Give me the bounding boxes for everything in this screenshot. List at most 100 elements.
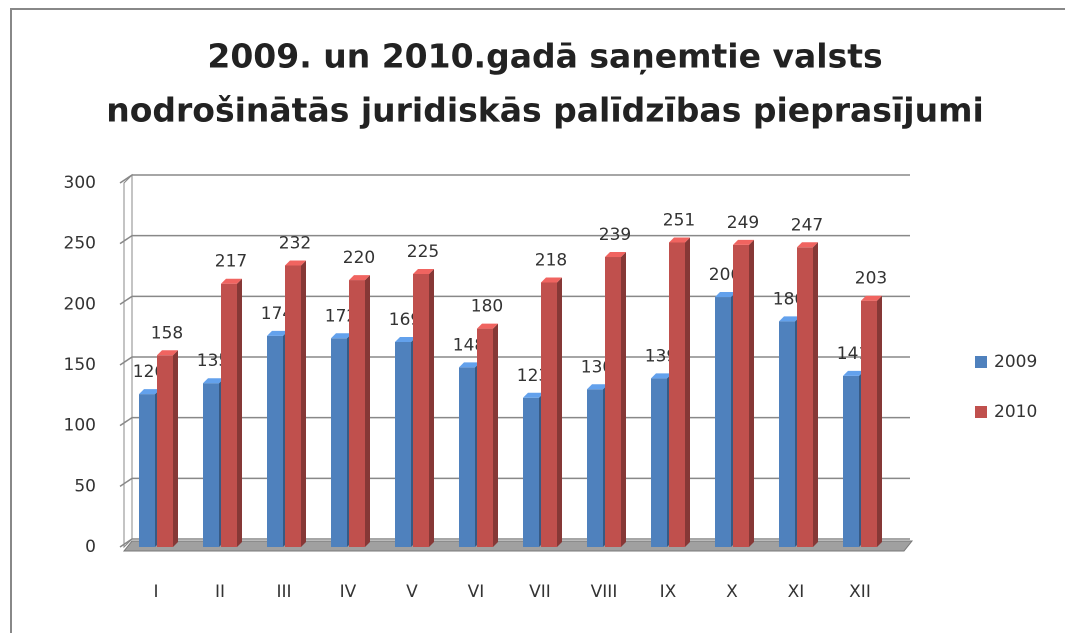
- x-tick-label: X: [726, 582, 738, 602]
- bar: [267, 335, 283, 547]
- grid-line: [119, 174, 910, 184]
- value-label: 239: [599, 225, 631, 245]
- bar: [715, 297, 731, 547]
- x-tick-label: IX: [660, 582, 677, 602]
- bar-top: [395, 336, 416, 342]
- bar-side: [365, 275, 370, 547]
- bar: [669, 242, 685, 547]
- bar-top: [669, 237, 690, 243]
- bar-side: [173, 350, 178, 547]
- bar: [523, 397, 539, 547]
- grid-line: [119, 295, 910, 305]
- bar-top: [139, 389, 160, 395]
- bar-top: [459, 362, 480, 368]
- grid-line: [119, 416, 910, 427]
- bar: [331, 338, 347, 547]
- x-tick-label: III: [276, 582, 291, 602]
- chart-title: nodrošinātās juridiskās palīdzības piepr…: [106, 91, 984, 130]
- bar-top: [779, 316, 800, 322]
- bar-top: [651, 373, 672, 379]
- bar: [349, 280, 365, 547]
- bar-top: [605, 252, 626, 258]
- bar: [157, 355, 173, 547]
- bar-top: [285, 260, 306, 266]
- bar-top: [861, 295, 882, 301]
- bar-top: [733, 239, 754, 245]
- y-tick-label: 150: [64, 355, 96, 375]
- bar-side: [429, 269, 434, 547]
- bar: [459, 367, 475, 547]
- bar-side: [685, 237, 690, 547]
- frame: [10, 8, 1065, 637]
- bar: [797, 247, 813, 547]
- x-tick-label: I: [153, 582, 158, 602]
- grid-line: [119, 356, 910, 366]
- y-tick-label: 200: [64, 294, 96, 314]
- bar-side: [621, 252, 626, 547]
- legend-label: 2009: [994, 352, 1037, 372]
- bar-top: [413, 269, 434, 274]
- value-label: 203: [855, 269, 887, 289]
- bar-top: [157, 350, 178, 356]
- value-label: 225: [407, 242, 439, 262]
- bar: [843, 375, 859, 547]
- bar: [733, 244, 749, 547]
- legend-label: 2010: [994, 402, 1037, 422]
- value-label: 217: [215, 252, 247, 272]
- x-tick-label: IV: [340, 582, 357, 602]
- bar-top: [203, 378, 224, 384]
- legend-swatch: [975, 406, 987, 418]
- bar: [587, 389, 603, 547]
- bar-top: [349, 275, 370, 281]
- bar-top: [715, 292, 736, 298]
- bar-top: [331, 333, 352, 339]
- bar-side: [493, 323, 498, 547]
- bar-side: [557, 277, 562, 547]
- bar: [221, 283, 237, 547]
- bar-side: [749, 239, 754, 547]
- bar-top: [477, 323, 498, 329]
- value-label: 180: [471, 297, 503, 317]
- y-tick-label: 250: [64, 234, 96, 254]
- x-tick-label: VII: [529, 582, 551, 602]
- bar: [203, 383, 219, 547]
- bar-side: [813, 242, 818, 547]
- x-tick-label: VIII: [591, 582, 618, 602]
- bar-side: [877, 295, 882, 547]
- y-tick-label: 50: [74, 476, 96, 496]
- grid-line: [119, 477, 910, 487]
- x-tick-label: XII: [849, 582, 871, 602]
- value-label: 249: [727, 213, 759, 233]
- bar-top: [541, 277, 562, 283]
- value-label: 218: [535, 250, 567, 270]
- bar: [605, 257, 621, 547]
- x-tick-label: V: [406, 582, 418, 602]
- bar-top: [587, 384, 608, 390]
- x-tick-label: XI: [788, 582, 805, 602]
- bar: [779, 321, 795, 547]
- bar-side: [301, 260, 306, 547]
- y-tick-label: 0: [85, 537, 96, 557]
- bar-top: [797, 242, 818, 248]
- value-label: 220: [343, 248, 375, 268]
- bar-top: [843, 370, 864, 376]
- bar: [541, 282, 557, 547]
- y-tick-label: 100: [64, 416, 96, 436]
- bar: [477, 328, 493, 547]
- value-label: 158: [151, 323, 183, 343]
- value-label: 247: [791, 215, 823, 235]
- bar: [395, 341, 411, 547]
- bar: [285, 265, 301, 547]
- grid-line: [119, 234, 910, 245]
- bar-top: [267, 330, 288, 336]
- y-tick-label: 300: [64, 173, 96, 193]
- x-tick-label: II: [215, 582, 225, 602]
- bar-side: [237, 278, 242, 547]
- bar: [861, 300, 877, 547]
- value-label: 232: [279, 234, 311, 254]
- chart-title: 2009. un 2010.gadā saņemtie valsts: [207, 37, 882, 76]
- bar: [651, 378, 667, 547]
- bar-top: [221, 278, 242, 284]
- value-label: 251: [663, 210, 695, 230]
